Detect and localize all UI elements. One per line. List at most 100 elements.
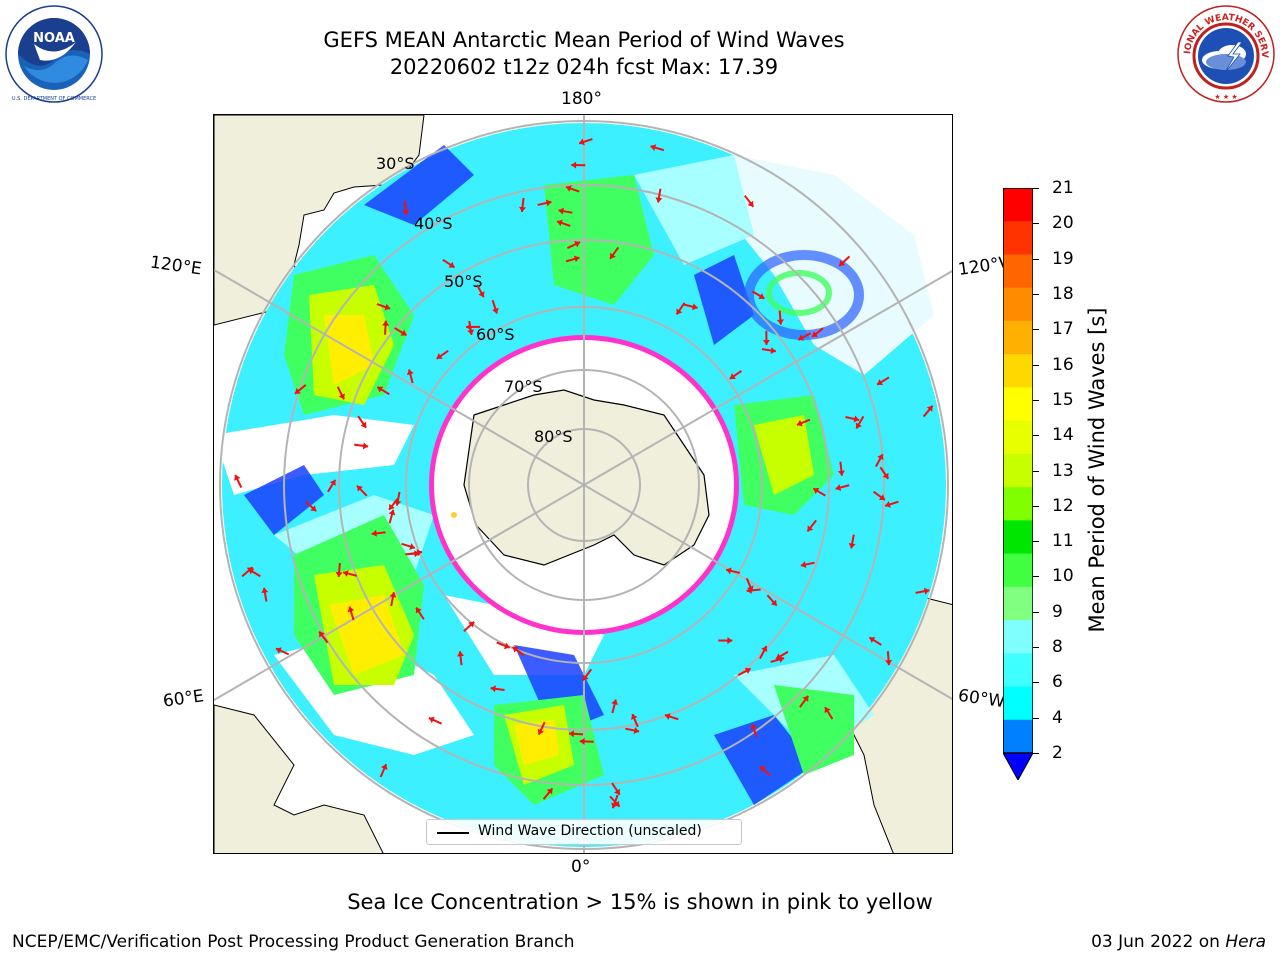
map-panel[interactable]: 30°S 40°S 50°S 60°S 70°S 80°S <box>213 114 953 854</box>
noaa-logo-text: NOAA <box>33 31 75 46</box>
colorbar-tick-label: 11 <box>1052 531 1074 552</box>
wave-direction-arrow <box>751 290 765 300</box>
wave-direction-arrow <box>683 303 698 311</box>
wave-direction-arrow <box>838 255 851 267</box>
map-canvas: 30°S 40°S 50°S 60°S 70°S 80°S <box>214 115 952 853</box>
colorbar-cell <box>1003 254 1033 289</box>
colorbar-tick-label: 17 <box>1052 319 1074 340</box>
wave-direction-arrow <box>335 562 343 578</box>
colorbar-tick-label: 12 <box>1052 495 1074 516</box>
credit-text: NCEP/EMC/Verification Post Processing Pr… <box>12 932 575 952</box>
wind-wave-arrows <box>234 138 934 809</box>
wave-direction-arrow <box>746 586 761 594</box>
colorbar-cell <box>1003 719 1033 754</box>
colorbar-tick-mark <box>1033 611 1039 613</box>
wave-direction-arrow <box>884 500 899 508</box>
wave-direction-arrow <box>876 376 890 386</box>
noaa-logo: NOAA U.S. DEPARTMENT OF COMMERCE <box>5 5 103 103</box>
wave-direction-arrow <box>571 161 586 169</box>
wave-direction-arrow <box>650 144 665 152</box>
wave-direction-arrow <box>565 185 580 193</box>
wave-direction-arrow <box>354 442 369 450</box>
wave-direction-arrow <box>428 716 443 725</box>
colorbar-tick-label: 16 <box>1052 354 1074 375</box>
lon-label-60w: 60°W <box>956 685 1007 713</box>
wave-direction-arrow <box>376 303 391 311</box>
wave-direction-arrow <box>491 299 499 314</box>
wave-direction-arrow <box>565 255 580 263</box>
wave-direction-arrow <box>305 501 317 512</box>
run-machine: Hera <box>1225 932 1266 952</box>
wave-direction-arrow <box>457 651 465 666</box>
wave-direction-arrow <box>389 592 397 607</box>
wave-direction-arrow <box>611 699 619 714</box>
wave-direction-arrow <box>875 453 884 468</box>
wave-direction-arrow <box>566 241 581 249</box>
colorbar-tick-mark <box>1033 188 1039 189</box>
wave-direction-arrow <box>609 246 620 260</box>
wave-direction-arrow <box>357 415 367 429</box>
colorbar-tick-label: 14 <box>1052 425 1074 446</box>
wave-direction-arrow <box>837 461 845 476</box>
colorbar-cell <box>1003 420 1033 455</box>
wave-direction-arrow <box>371 529 386 537</box>
wave-direction-arrow <box>376 386 390 396</box>
wave-direction-arrow <box>542 787 554 800</box>
wave-direction-arrow <box>463 621 475 633</box>
lat-label-40s: 40°S <box>414 214 453 233</box>
wave-direction-arrow <box>537 199 552 207</box>
wave-direction-arrow <box>318 630 329 644</box>
wave-direction-arrow <box>812 487 826 497</box>
colorbar-tick-mark <box>1033 329 1039 331</box>
wave-direction-arrow <box>261 587 269 602</box>
wave-direction-arrow <box>799 695 810 708</box>
wave-direction-arrow <box>766 594 778 607</box>
wave-direction-arrow <box>556 219 571 227</box>
colorbar-cell <box>1003 188 1033 222</box>
wave-direction-arrow <box>356 485 368 497</box>
colorbar-cell <box>1003 453 1033 488</box>
wave-direction-arrow <box>743 195 755 208</box>
run-date: 03 Jun 2022 on Hera <box>1091 932 1266 952</box>
wave-direction-arrow <box>294 384 307 395</box>
colorbar <box>1003 188 1033 780</box>
wave-direction-arrow <box>512 646 525 656</box>
sea-ice-note: Sea Ice Concentration > 15% is shown in … <box>347 890 933 914</box>
wave-direction-arrow <box>388 498 399 511</box>
wave-direction-arrow <box>379 763 388 778</box>
wave-direction-arrow <box>835 484 850 491</box>
colorbar-cell <box>1003 287 1033 322</box>
wave-direction-arrow <box>336 386 345 400</box>
lat-label-50s: 50°S <box>444 272 483 291</box>
wave-direction-arrow <box>401 542 416 550</box>
wave-direction-arrow <box>582 668 593 682</box>
wave-direction-arrow <box>275 647 290 656</box>
colorbar-tick-label: 19 <box>1052 248 1074 269</box>
colorbar-cell <box>1003 653 1033 688</box>
wave-direction-arrow <box>558 207 573 215</box>
wave-direction-arrow <box>476 284 485 298</box>
wave-direction-arrow <box>406 369 414 384</box>
wave-direction-arrow <box>872 490 886 501</box>
wave-direction-arrow <box>496 641 511 650</box>
wave-direction-arrow <box>537 721 546 736</box>
colorbar-tick-mark <box>1033 258 1039 260</box>
wave-direction-arrow <box>490 685 505 693</box>
colorbar-label: Mean Period of Wind Waves [s] <box>1085 307 1109 633</box>
colorbar-cell <box>1003 520 1033 555</box>
wave-direction-arrow <box>579 737 594 745</box>
colorbar-tick-label: 13 <box>1052 460 1074 481</box>
wave-direction-arrow <box>382 320 390 335</box>
wave-direction-arrow <box>776 310 784 325</box>
wave-direction-arrow <box>408 549 423 557</box>
colorbar-tick-label: 18 <box>1052 283 1074 304</box>
wave-direction-arrow <box>796 418 811 427</box>
colorbar-tick-label: 8 <box>1052 637 1063 658</box>
wave-direction-arrow <box>718 637 733 645</box>
legend-line-swatch <box>437 832 469 834</box>
wave-direction-arrow <box>879 466 890 480</box>
wave-direction-arrow <box>388 509 396 524</box>
wave-direction-arrow <box>519 197 527 213</box>
wave-direction-arrow <box>848 534 856 549</box>
chart-title: GEFS MEAN Antarctic Mean Period of Wind … <box>323 28 845 52</box>
